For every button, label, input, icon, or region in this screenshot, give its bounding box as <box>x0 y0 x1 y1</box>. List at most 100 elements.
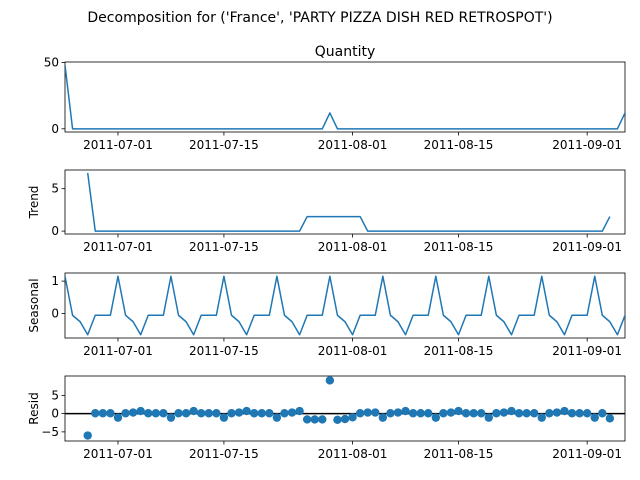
resid-point <box>242 406 251 416</box>
resid-point <box>545 409 554 418</box>
resid-point <box>461 409 471 418</box>
resid-point <box>567 409 577 418</box>
x-tick-label: 2011-09-01 <box>552 344 622 358</box>
resid-point <box>469 409 478 418</box>
panel-trend: Trend 2011-07-01 2011-07-15 2011-08-01 2011-… <box>27 169 626 254</box>
y-axis-label: Resid <box>27 392 41 424</box>
resid-point <box>113 413 123 422</box>
x-tick-label: 2011-08-01 <box>318 138 388 152</box>
resid-point <box>454 406 463 416</box>
resid-point <box>605 414 615 423</box>
resid-point <box>371 408 380 417</box>
x-tick-label: 2011-08-01 <box>318 240 388 254</box>
y-tick-label: 50 <box>44 56 59 70</box>
resid-point <box>257 409 266 418</box>
x-tick-label: 2011-08-01 <box>318 447 388 461</box>
resid-point <box>598 409 607 418</box>
resid-point <box>174 409 183 418</box>
resid-point <box>590 413 599 422</box>
panel-observed: Quantity 2011-07-01 2011-07-15 2011-08-01 20… <box>44 44 626 152</box>
resid-point <box>582 409 592 418</box>
x-tick-label: 2011-07-15 <box>189 344 259 358</box>
resid-point <box>522 409 531 418</box>
axes-frame <box>64 375 626 442</box>
resid-point <box>560 406 569 416</box>
x-tick-label: 2011-07-15 <box>189 240 259 254</box>
resid-point <box>310 415 319 424</box>
resid-point <box>401 406 410 416</box>
resid-point <box>159 409 168 418</box>
resid-point <box>552 408 562 417</box>
resid-point <box>446 408 456 417</box>
x-tick-label: 2011-08-15 <box>424 447 494 461</box>
resid-point <box>144 409 153 418</box>
resid-point <box>265 409 274 418</box>
resid-point <box>537 413 546 422</box>
resid-point <box>295 406 304 416</box>
resid-point <box>431 413 441 422</box>
resid-point <box>386 409 395 418</box>
resid-point <box>477 409 486 418</box>
series-line-observed <box>65 65 625 130</box>
resid-point <box>83 431 92 440</box>
resid-point <box>408 409 418 418</box>
resid-point <box>197 409 206 418</box>
resid-point <box>287 408 297 417</box>
x-tick-label: 2011-08-01 <box>318 344 388 358</box>
resid-point <box>151 409 161 418</box>
resid-point <box>128 408 138 417</box>
x-tick-label: 2011-09-01 <box>552 138 622 152</box>
resid-point <box>166 413 176 422</box>
resid-point <box>219 413 229 422</box>
resid-point <box>189 406 198 416</box>
y-tick-label: 0 <box>51 224 59 238</box>
x-tick-label: 2011-09-01 <box>552 240 622 254</box>
x-tick-label: 2011-08-15 <box>424 344 494 358</box>
y-tick-label: 0 <box>51 122 59 136</box>
resid-point <box>333 415 342 425</box>
resid-point <box>492 409 501 418</box>
resid-point <box>378 413 388 422</box>
x-tick-label: 2011-08-15 <box>424 138 494 152</box>
resid-point <box>348 413 357 422</box>
x-tick-label: 2011-07-01 <box>83 344 153 358</box>
figure-title: Decomposition for ('France', 'PARTY PIZZ… <box>87 10 552 26</box>
resid-point <box>416 409 425 418</box>
resid-point <box>355 409 365 418</box>
y-tick-label: 0 <box>51 307 59 321</box>
resid-point <box>121 409 130 418</box>
x-tick-label: 2011-07-15 <box>189 138 259 152</box>
resid-point <box>272 413 282 422</box>
resid-point <box>318 415 327 424</box>
y-tick-label: 1 <box>51 274 59 288</box>
resid-point <box>204 409 213 418</box>
resid-point <box>249 409 259 418</box>
resid-point <box>340 414 350 424</box>
resid-point <box>136 406 145 416</box>
axes-frame <box>64 169 626 235</box>
resid-point <box>424 409 433 418</box>
y-tick-label: 5 <box>51 388 59 402</box>
resid-point <box>212 409 221 418</box>
resid-point <box>106 409 115 418</box>
x-tick-label: 2011-07-15 <box>189 447 259 461</box>
resid-point <box>91 409 100 418</box>
series-line-trend <box>86 172 611 232</box>
y-tick-label: 5 <box>51 182 59 196</box>
axes-frame <box>64 61 626 133</box>
panels: Quantity 2011-07-01 2011-07-15 2011-08-01 20… <box>27 44 626 461</box>
panel-seasonal: Seasonal 2011-07-01 2011-07-15 2011-08-01 20… <box>27 272 626 358</box>
resid-point <box>363 408 372 417</box>
resid-point <box>227 409 236 418</box>
y-axis-label: Trend <box>27 186 41 220</box>
x-tick-label: 2011-07-01 <box>83 138 153 152</box>
resid-point <box>507 406 516 416</box>
axes-frame <box>64 272 626 339</box>
resid-point <box>280 409 289 418</box>
series-line-seasonal <box>65 275 625 336</box>
resid-point <box>529 409 539 418</box>
resid-point <box>393 408 403 417</box>
resid-point <box>499 408 509 417</box>
panel-resid: Resid 2011-07-01 2011-07-15 2011-08-01 2011-… <box>27 375 626 461</box>
